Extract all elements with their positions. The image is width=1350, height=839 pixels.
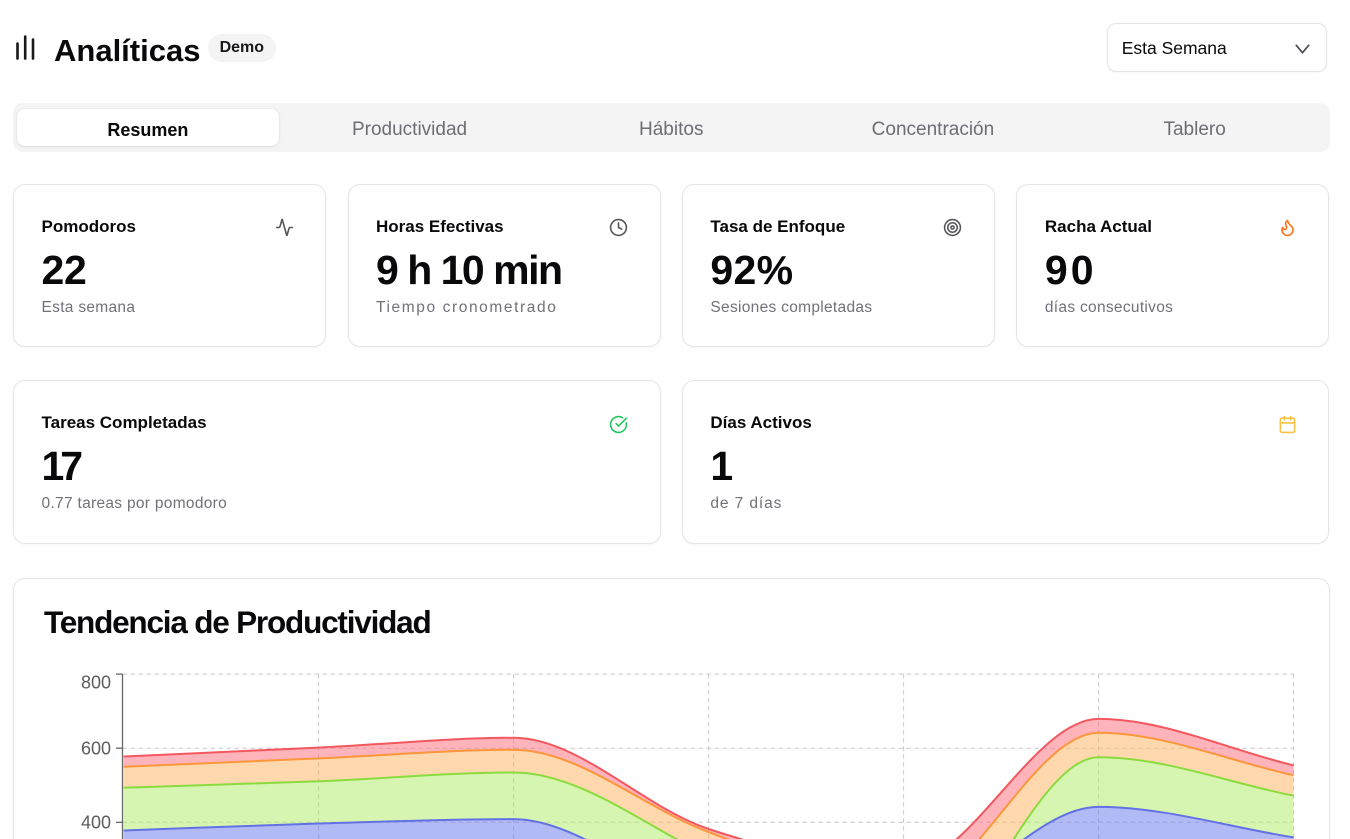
svg-text:600: 600 bbox=[81, 739, 111, 759]
svg-text:800: 800 bbox=[81, 673, 111, 693]
svg-text:400: 400 bbox=[81, 813, 111, 833]
